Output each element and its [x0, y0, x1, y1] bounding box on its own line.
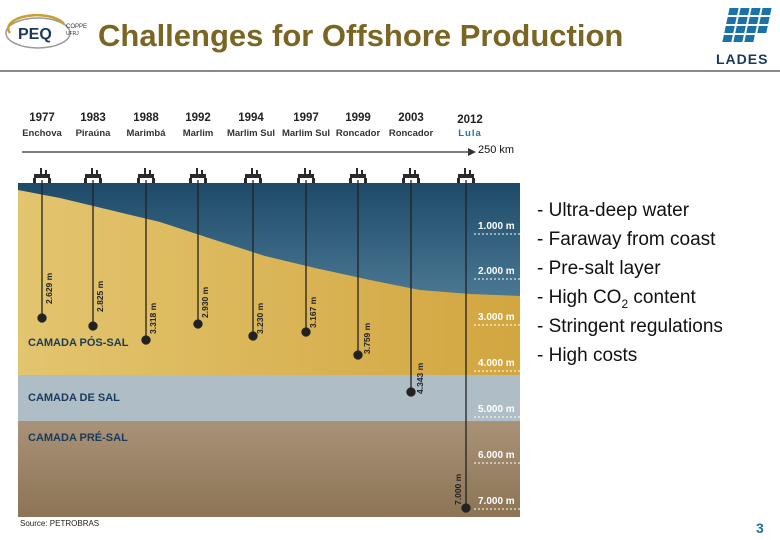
- platform-icon: [33, 168, 51, 183]
- well-year: 1994: [238, 112, 264, 124]
- well-field: Marlim Sul: [281, 128, 331, 139]
- well-pirauna: [88, 180, 98, 331]
- well-depth-label: 3.230 m: [255, 302, 265, 334]
- distance-label: 250 km: [478, 144, 515, 156]
- well-roncador-2003: [406, 180, 416, 397]
- slide-title: Challenges for Offshore Production: [98, 18, 624, 53]
- peq-logo-text: PEQ: [18, 26, 52, 43]
- well-field: Roncador: [335, 128, 381, 139]
- layer-label-sal: CAMADA DE SAL: [28, 392, 120, 404]
- well-field: Piraúna: [75, 128, 111, 139]
- bullet-high-costs: - High costs: [537, 345, 638, 366]
- bullet-high-co2: - High CO2 content: [537, 287, 696, 311]
- bullet-high-co2-suffix: content: [628, 287, 696, 308]
- bullet-ultra-deep-water: - Ultra-deep water: [537, 200, 690, 221]
- well-depth-label: 2.930 m: [200, 286, 210, 318]
- well-year: 1983: [80, 112, 106, 124]
- well-field: Marlim Sul: [226, 128, 276, 139]
- depth-scale-label: 1.000 m: [478, 221, 515, 232]
- depth-scale-label: 5.000 m: [478, 404, 515, 415]
- platform-icon: [189, 168, 207, 183]
- bullet-stringent-regulations: - Stringent regulations: [537, 316, 723, 337]
- well-lula: [461, 180, 471, 513]
- bullet-pre-salt-layer: - Pre-salt layer: [537, 258, 661, 279]
- ufrj-text: UFRJ: [66, 31, 79, 37]
- well-year: 1992: [185, 112, 211, 124]
- platform-icon: [402, 168, 420, 183]
- lades-logo: LADES: [716, 8, 772, 67]
- platform-icon: [137, 168, 155, 183]
- well-field: Marlim: [182, 128, 214, 139]
- well-field: Marimbá: [126, 128, 166, 139]
- bullet-faraway-from-coast: - Faraway from coast: [537, 229, 716, 250]
- coppe-text: COPPE: [66, 24, 87, 30]
- well-field: Roncador: [388, 128, 434, 139]
- well-year: 1999: [345, 112, 371, 124]
- well-year: 2003: [398, 112, 424, 124]
- depth-scale-label: 3.000 m: [478, 312, 515, 323]
- well-depth-label: 7.000 m: [453, 473, 463, 505]
- well-field: Enchova: [22, 128, 62, 139]
- lades-logo-text: LADES: [716, 51, 768, 67]
- well-depth-label: 4.343 m: [415, 362, 425, 394]
- depth-scale-label: 6.000 m: [478, 450, 515, 461]
- platform-icon: [349, 168, 367, 183]
- well-marlim-sul-1997: [301, 180, 311, 337]
- well-depth-label: 3.318 m: [148, 302, 158, 334]
- depth-scale-label: 4.000 m: [478, 358, 515, 369]
- well-roncador-1999: [353, 180, 363, 360]
- layer-label-pos-sal: CAMADA PÓS-SAL: [28, 337, 129, 349]
- pos-sal-layer: [18, 190, 520, 375]
- well-depth-label: 3.167 m: [308, 296, 318, 328]
- bullet-high-co2-prefix: - High CO: [537, 287, 622, 308]
- layer-label-pre-sal: CAMADA PRÉ-SAL: [28, 432, 128, 444]
- platform-icon: [244, 168, 262, 183]
- well-enchova: [37, 180, 47, 323]
- platform-icon: [297, 168, 315, 183]
- well-marlim-sul-1994: [248, 180, 258, 341]
- well-marlim: [193, 180, 203, 329]
- well-year: 1997: [293, 112, 319, 124]
- page-number: 3: [756, 520, 764, 536]
- source-note: Source: PETROBRAS: [20, 519, 100, 528]
- platform-icon: [457, 168, 475, 183]
- well-marimba: [141, 180, 151, 345]
- well-depth-label: 2.825 m: [95, 280, 105, 312]
- bullet-high-co2-sub: 2: [621, 296, 629, 311]
- well-field: Lula: [458, 128, 482, 139]
- well-year: 2012: [457, 114, 483, 126]
- sal-layer: [18, 375, 520, 421]
- well-year: 1977: [29, 112, 55, 124]
- title-divider: [0, 70, 780, 72]
- depth-scale-label: 2.000 m: [478, 266, 515, 277]
- platform-icon: [84, 168, 102, 183]
- well-depth-label: 2.629 m: [44, 272, 54, 304]
- well-depth-label: 3.759 m: [362, 322, 372, 354]
- peq-coppe-logo: PEQ COPPE UFRJ: [5, 14, 87, 49]
- well-year: 1988: [133, 112, 159, 124]
- depth-scale-label: 7.000 m: [478, 496, 515, 507]
- pre-sal-layer: [18, 421, 520, 517]
